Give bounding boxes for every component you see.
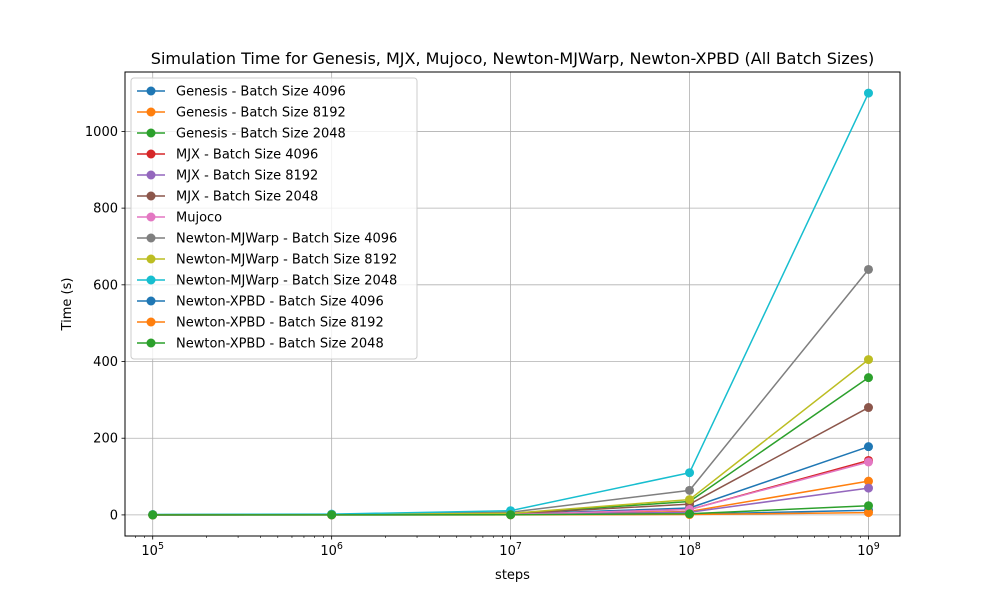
legend-marker bbox=[146, 212, 156, 222]
data-point bbox=[863, 355, 873, 365]
data-point bbox=[863, 373, 873, 383]
data-point bbox=[863, 508, 873, 518]
legend-entry: Newton-MJWarp - Batch Size 4096 bbox=[137, 232, 397, 247]
x-tick-label: 105 bbox=[141, 541, 164, 559]
legend-entry: Genesis - Batch Size 2048 bbox=[137, 127, 346, 142]
legend-marker bbox=[146, 191, 156, 201]
legend-entry: Genesis - Batch Size 4096 bbox=[137, 85, 346, 100]
legend-marker bbox=[146, 107, 156, 117]
data-point bbox=[863, 501, 873, 511]
legend-entry: Newton-MJWarp - Batch Size 2048 bbox=[137, 274, 397, 289]
data-point bbox=[863, 442, 873, 452]
data-point bbox=[685, 509, 695, 519]
legend-label: Genesis - Batch Size 4096 bbox=[176, 85, 346, 100]
plot-frame bbox=[124, 71, 901, 537]
legend-label: Newton-XPBD - Batch Size 8192 bbox=[176, 316, 384, 331]
data-point bbox=[148, 510, 158, 520]
legend: Genesis - Batch Size 4096 Genesis - Batch… bbox=[130, 77, 418, 360]
legend-label: Mujoco bbox=[176, 211, 222, 226]
legend-entry: MJX - Batch Size 8192 bbox=[137, 169, 318, 184]
legend-entry: Newton-XPBD - Batch Size 4096 bbox=[137, 295, 384, 310]
legend-entry: Genesis - Batch Size 8192 bbox=[137, 106, 346, 121]
data-point bbox=[863, 476, 873, 486]
legend-label: MJX - Batch Size 8192 bbox=[176, 169, 318, 184]
legend-label: Newton-MJWarp - Batch Size 2048 bbox=[176, 274, 397, 289]
data-point bbox=[863, 483, 873, 493]
legend-entry: Mujoco bbox=[137, 211, 222, 226]
x-axis-label: steps bbox=[495, 568, 530, 583]
legend-entry: Newton-XPBD - Batch Size 8192 bbox=[137, 316, 384, 331]
legend-entry: MJX - Batch Size 2048 bbox=[137, 190, 318, 205]
data-point bbox=[685, 495, 695, 505]
legend-marker bbox=[146, 233, 156, 243]
data-point bbox=[863, 457, 873, 467]
y-tick-label: 600 bbox=[93, 278, 118, 293]
legend-marker bbox=[146, 254, 156, 264]
legend-box bbox=[130, 77, 418, 360]
data-point bbox=[863, 88, 873, 98]
legend-entry: Newton-MJWarp - Batch Size 8192 bbox=[137, 253, 397, 268]
legend-marker bbox=[146, 296, 156, 306]
series-group bbox=[148, 501, 873, 520]
legend-marker bbox=[146, 128, 156, 138]
legend-label: Genesis - Batch Size 2048 bbox=[176, 127, 346, 142]
y-tick-label: 0 bbox=[110, 508, 118, 523]
legend-marker bbox=[146, 275, 156, 285]
y-tick-label: 1000 bbox=[85, 125, 118, 140]
x-tick-label: 108 bbox=[678, 541, 701, 559]
x-tick-label: 109 bbox=[857, 541, 880, 559]
legend-marker bbox=[146, 86, 156, 96]
legend-label: Newton-MJWarp - Batch Size 4096 bbox=[176, 232, 397, 247]
series-lines bbox=[148, 88, 873, 520]
legend-marker bbox=[146, 170, 156, 180]
x-tick-label: 106 bbox=[320, 541, 343, 559]
data-point bbox=[685, 485, 695, 495]
legend-marker bbox=[146, 338, 156, 348]
legend-marker bbox=[146, 317, 156, 327]
data-point bbox=[327, 510, 337, 520]
y-tick-label: 400 bbox=[93, 355, 118, 370]
legend-label: Newton-XPBD - Batch Size 2048 bbox=[176, 337, 384, 352]
legend-entry: MJX - Batch Size 4096 bbox=[137, 148, 318, 163]
data-point bbox=[863, 264, 873, 274]
x-tick-label: 107 bbox=[499, 541, 522, 559]
legend-label: Genesis - Batch Size 8192 bbox=[176, 106, 346, 121]
x-axis: 105 106 107 108 109 bbox=[135, 536, 880, 559]
y-tick-label: 200 bbox=[93, 432, 118, 447]
y-tick-label: 800 bbox=[93, 202, 118, 217]
chart-title: Simulation Time for Genesis, MJX, Mujoco… bbox=[151, 49, 874, 68]
legend-label: MJX - Batch Size 2048 bbox=[176, 190, 318, 205]
legend-label: Newton-XPBD - Batch Size 4096 bbox=[176, 295, 384, 310]
legend-label: MJX - Batch Size 4096 bbox=[176, 148, 318, 163]
legend-label: Newton-MJWarp - Batch Size 8192 bbox=[176, 253, 397, 268]
data-point bbox=[685, 468, 695, 478]
legend-entry: Newton-XPBD - Batch Size 2048 bbox=[137, 337, 384, 352]
data-point bbox=[506, 510, 516, 520]
y-axis-label: Time (s) bbox=[60, 278, 75, 332]
y-axis: 0 200 400 600 800 1000 bbox=[85, 125, 125, 523]
data-point bbox=[863, 403, 873, 413]
legend-marker bbox=[146, 149, 156, 159]
